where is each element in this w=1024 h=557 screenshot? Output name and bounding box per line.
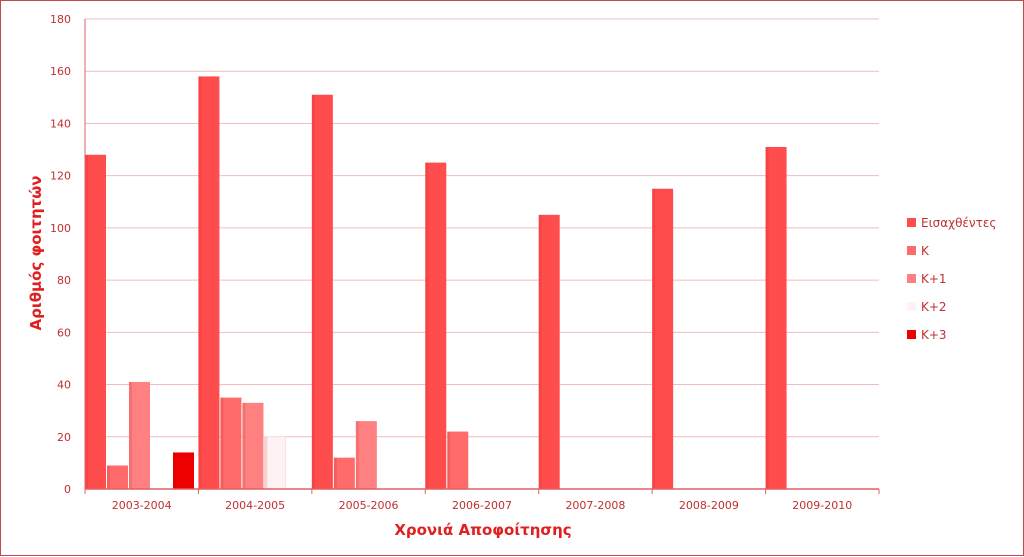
bar-shade <box>173 452 176 489</box>
y-tick-label: 120 <box>50 170 71 183</box>
y-tick-label: 40 <box>57 379 71 392</box>
x-axis-title: Χρονιά Αποφοίτησης <box>394 521 571 539</box>
y-tick-label: 180 <box>50 13 71 26</box>
bar-shade <box>765 146 769 489</box>
x-tick-label: 2004-2005 <box>225 499 285 512</box>
bar-shade <box>333 457 337 489</box>
bar-shade <box>447 431 451 489</box>
legend-label: Κ+2 <box>921 300 947 314</box>
bar-Κ-2004-2005 <box>220 397 242 489</box>
bar-shade <box>107 465 110 489</box>
legend-swatch <box>907 302 916 311</box>
y-tick-label: 20 <box>57 431 71 444</box>
bar-shade <box>242 402 246 489</box>
bar-shade <box>264 436 268 489</box>
y-tick-label: 140 <box>50 117 71 130</box>
x-tick-label: 2006-2007 <box>452 499 512 512</box>
x-tick-label: 2009-2010 <box>792 499 852 512</box>
x-tick-labels: 2003-2004 2004-2005 2005-2006 2006-2007 2007… <box>112 499 853 512</box>
y-tick-label: 80 <box>57 274 71 287</box>
x-tick-label: 2008-2009 <box>679 499 739 512</box>
bar-Κ+1-2005-2006 <box>355 421 377 489</box>
bar-Εισαχθέντες-2009-2010 <box>765 146 787 489</box>
y-tick-labels: 0 20 40 60 80 100 120 140 160 180 <box>50 13 71 496</box>
x-tick-label: 2007-2008 <box>565 499 625 512</box>
legend-label: Κ <box>921 244 930 258</box>
bar-shade <box>129 381 132 489</box>
bar-Κ+1-2003-2004 <box>129 381 150 489</box>
bar-shade <box>85 154 88 489</box>
y-axis-title: Αριθμός φοιτητών <box>27 176 45 331</box>
bar-shade <box>355 421 359 489</box>
y-tick-label: 160 <box>50 65 71 78</box>
legend-swatch <box>907 246 916 255</box>
legend-swatch <box>907 330 916 339</box>
y-tick-label: 100 <box>50 222 71 235</box>
bar-shade <box>652 188 656 489</box>
y-tick-label: 0 <box>64 483 71 496</box>
bar-Εισαχθέντες-2008-2009 <box>652 188 674 489</box>
bars <box>85 76 787 490</box>
bar-Κ+3-2003-2004 <box>173 452 194 489</box>
bar-Κ-2006-2007 <box>447 431 469 489</box>
bar-shade <box>425 162 429 489</box>
legend-swatch <box>907 274 916 283</box>
y-tick-label: 60 <box>57 326 71 339</box>
bar-Κ-2005-2006 <box>333 457 355 489</box>
bar-shade <box>220 397 224 489</box>
bar-Κ-2003-2004 <box>107 465 128 489</box>
bar-Εισαχθέντες-2007-2008 <box>538 214 560 490</box>
bar-Κ+2-2004-2005 <box>263 436 286 490</box>
bar-Εισαχθέντες-2005-2006 <box>311 94 333 489</box>
bar-Εισαχθέντες-2004-2005 <box>198 76 220 489</box>
legend-swatch <box>907 218 916 227</box>
bar-shade <box>311 94 315 489</box>
axes <box>84 19 880 494</box>
bar-Κ+1-2004-2005 <box>242 402 264 489</box>
bar-Εισαχθέντες-2003-2004 <box>85 154 106 489</box>
legend-label: Κ+1 <box>921 272 947 286</box>
legend-label: Εισαχθέντες <box>921 216 996 230</box>
x-tick-label: 2005-2006 <box>339 499 399 512</box>
bar-Εισαχθέντες-2006-2007 <box>425 162 447 489</box>
x-tick-label: 2003-2004 <box>112 499 172 512</box>
legend-label: Κ+3 <box>921 328 947 342</box>
bar-shade <box>538 214 542 490</box>
bar-shade <box>198 76 202 489</box>
legend: Εισαχθέντες Κ Κ+1 Κ+2 Κ+3 <box>907 216 996 342</box>
